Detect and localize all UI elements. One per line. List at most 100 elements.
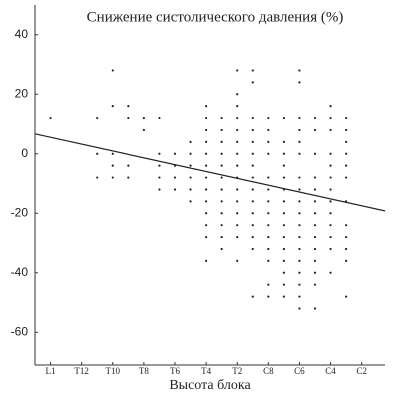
scatter-point xyxy=(220,116,223,120)
scatter-point xyxy=(267,200,270,203)
scatter-point xyxy=(205,212,208,215)
scatter-point xyxy=(329,176,332,179)
scatter-point xyxy=(96,152,99,155)
scatter-point xyxy=(298,259,301,262)
scatter-point xyxy=(267,212,270,215)
scatter-point xyxy=(345,176,348,179)
scatter-point xyxy=(313,307,317,310)
scatter-point xyxy=(329,116,332,120)
y-tick-label: 40 xyxy=(15,27,29,41)
scatter-point xyxy=(282,200,285,203)
scatter-point xyxy=(298,247,301,251)
scatter-point xyxy=(313,224,317,227)
scatter-point xyxy=(127,164,130,167)
scatter-point xyxy=(205,116,208,120)
scatter-point xyxy=(236,188,239,191)
y-tick-label: -20 xyxy=(11,205,29,219)
scatter-point xyxy=(298,224,301,227)
scatter-point xyxy=(220,212,223,215)
scatter-point xyxy=(236,93,239,96)
scatter-point xyxy=(189,164,192,167)
scatter-point xyxy=(313,247,317,251)
scatter-point xyxy=(329,152,332,155)
scatter-point xyxy=(220,128,223,132)
scatter-point xyxy=(329,200,332,203)
scatter-point xyxy=(220,152,223,155)
scatter-point xyxy=(220,176,223,179)
x-tick-label: T12 xyxy=(74,366,89,376)
scatter-point xyxy=(313,176,317,179)
scatter-point xyxy=(220,200,223,203)
scatter-point xyxy=(298,200,301,203)
scatter-point xyxy=(236,164,239,167)
scatter-point xyxy=(345,164,348,167)
scatter-point xyxy=(298,140,301,143)
scatter-point xyxy=(298,212,301,215)
scatter-point xyxy=(298,152,301,155)
scatter-point xyxy=(329,247,332,251)
scatter-point xyxy=(329,271,332,274)
scatter-point xyxy=(251,164,254,167)
scatter-point xyxy=(205,259,208,262)
scatter-point xyxy=(313,152,317,155)
scatter-point xyxy=(236,140,239,143)
scatter-point xyxy=(251,152,254,155)
scatter-point xyxy=(282,283,285,286)
scatter-point xyxy=(251,69,254,72)
x-tick-label: L1 xyxy=(46,366,56,376)
scatter-point xyxy=(313,128,317,132)
scatter-point xyxy=(345,224,348,227)
scatter-point xyxy=(189,152,192,155)
scatter-point xyxy=(158,116,161,120)
scatter-point xyxy=(329,188,332,191)
scatter-point xyxy=(282,259,285,262)
scatter-point xyxy=(173,188,177,191)
scatter-point xyxy=(345,128,348,132)
scatter-point xyxy=(236,152,239,155)
scatter-point xyxy=(313,283,317,286)
scatter-point xyxy=(173,152,177,155)
scatter-point xyxy=(282,140,285,143)
scatter-point xyxy=(313,116,317,120)
scatter-point xyxy=(142,128,145,132)
x-tick-label: T2 xyxy=(232,366,242,376)
scatter-point xyxy=(345,235,348,239)
scatter-point xyxy=(236,224,239,227)
scatter-point xyxy=(220,188,223,191)
scatter-point xyxy=(267,176,270,179)
scatter-point xyxy=(345,152,348,155)
scatter-point xyxy=(236,69,239,72)
scatter-point xyxy=(329,235,332,239)
scatter-point xyxy=(282,224,285,227)
scatter-point xyxy=(267,259,270,262)
scatter-point xyxy=(251,247,254,251)
scatter-point xyxy=(220,247,223,251)
scatter-point xyxy=(158,152,161,155)
scatter-point xyxy=(236,105,239,108)
scatter-point xyxy=(251,140,254,143)
scatter-point xyxy=(205,164,208,167)
scatter-point xyxy=(127,116,130,120)
scatter-point xyxy=(251,295,254,298)
scatter-point xyxy=(298,69,301,72)
scatter-point xyxy=(236,212,239,215)
scatter-point xyxy=(220,164,223,167)
y-tick-label: 20 xyxy=(15,86,29,100)
scatter-point xyxy=(111,152,114,155)
scatter-point xyxy=(313,235,317,239)
scatter-point xyxy=(345,116,348,120)
scatter-point xyxy=(298,295,301,298)
scatter-point xyxy=(267,224,270,227)
scatter-point xyxy=(298,188,301,191)
scatter-point xyxy=(329,128,332,132)
x-tick-label: C8 xyxy=(263,366,274,376)
scatter-point xyxy=(205,200,208,203)
scatter-point xyxy=(251,81,254,84)
scatter-point xyxy=(236,235,239,239)
scatter-point xyxy=(205,235,208,239)
scatter-point xyxy=(251,212,254,215)
scatter-point xyxy=(298,271,301,274)
scatter-point xyxy=(329,164,332,167)
chart-title: Снижение систолического давления (%) xyxy=(87,9,344,25)
scatter-point xyxy=(267,128,270,132)
